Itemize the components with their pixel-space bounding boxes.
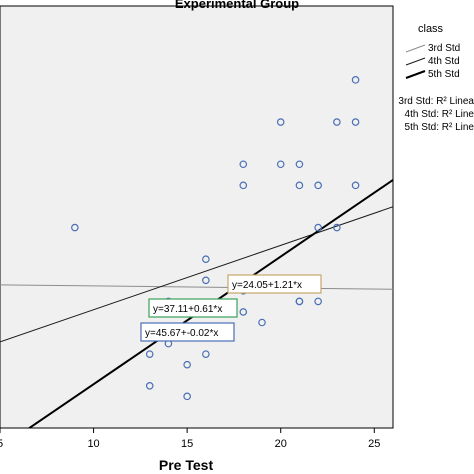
x-tick-label: 20 (275, 438, 287, 450)
data-point (145, 350, 154, 358)
equation-labels: y=45.67+-0.02*x y=37.11+0.61*x y=24.05+1.2… (140, 274, 322, 342)
data-point (295, 181, 304, 190)
plot-content: y=45.67+-0.02*x y=37.11+0.61*x y=24.05+1.2… (0, 76, 393, 428)
data-point (314, 181, 322, 190)
x-tick-label: 15 (181, 438, 193, 450)
legend: class 3rd Std 4th Std 5th Std 3rd Std: R² L… (398, 23, 474, 133)
equation-text: y=37.11+0.61*x (153, 304, 222, 315)
data-point (276, 118, 285, 126)
legend-entry: 4th Std (428, 56, 460, 67)
regression-line-4th-std (0, 206, 393, 343)
data-point (202, 350, 210, 358)
data-point (314, 223, 322, 232)
legend-entry: 5th Std (428, 69, 460, 80)
legend-swatch (405, 70, 426, 79)
legend-r2-label: 4th Std: R² Line (405, 109, 474, 120)
data-point (333, 118, 341, 126)
scatter-points (71, 76, 360, 401)
equation-text: y=24.05+1.21*x (232, 280, 302, 291)
legend-entry: 3rd Std (428, 43, 460, 54)
data-point (314, 297, 322, 306)
data-point (202, 276, 210, 285)
data-point (276, 160, 285, 169)
data-point (183, 360, 191, 369)
chart-title: Experimental Group (175, 0, 299, 11)
data-point (351, 181, 360, 190)
data-point (145, 381, 154, 390)
data-point (239, 308, 248, 316)
data-point (351, 118, 360, 126)
legend-swatch (405, 44, 426, 53)
x-tick-label: 25 (368, 438, 380, 450)
equation-label: y=45.67+-0.02*x (140, 322, 235, 342)
data-point (71, 223, 79, 232)
plot-area (0, 5, 394, 429)
data-point (258, 318, 266, 327)
x-axis-label: Pre Test (159, 457, 214, 473)
data-point (295, 297, 304, 306)
data-point (239, 181, 248, 190)
legend-r2-label: 5th Std: R² Line (405, 122, 474, 133)
legend-r2-label: 3rd Std: R² Linea (398, 96, 474, 107)
x-axis: 5 10 15 20 25 (0, 428, 380, 450)
data-point (333, 223, 341, 232)
legend-swatch (405, 57, 426, 66)
equation-label: y=37.11+0.61*x (148, 298, 238, 318)
data-point (351, 76, 360, 84)
equation-label: y=24.05+1.21*x (227, 274, 322, 294)
data-point (239, 160, 248, 169)
regression-line-3rd-std (0, 284, 393, 290)
data-point (295, 160, 304, 169)
equation-text: y=45.67+-0.02*x (145, 328, 218, 339)
legend-title: class (418, 23, 444, 35)
x-tick-label: 10 (87, 438, 99, 450)
data-point (202, 255, 210, 264)
x-tick-label: 5 (0, 438, 3, 450)
data-point (183, 392, 191, 401)
